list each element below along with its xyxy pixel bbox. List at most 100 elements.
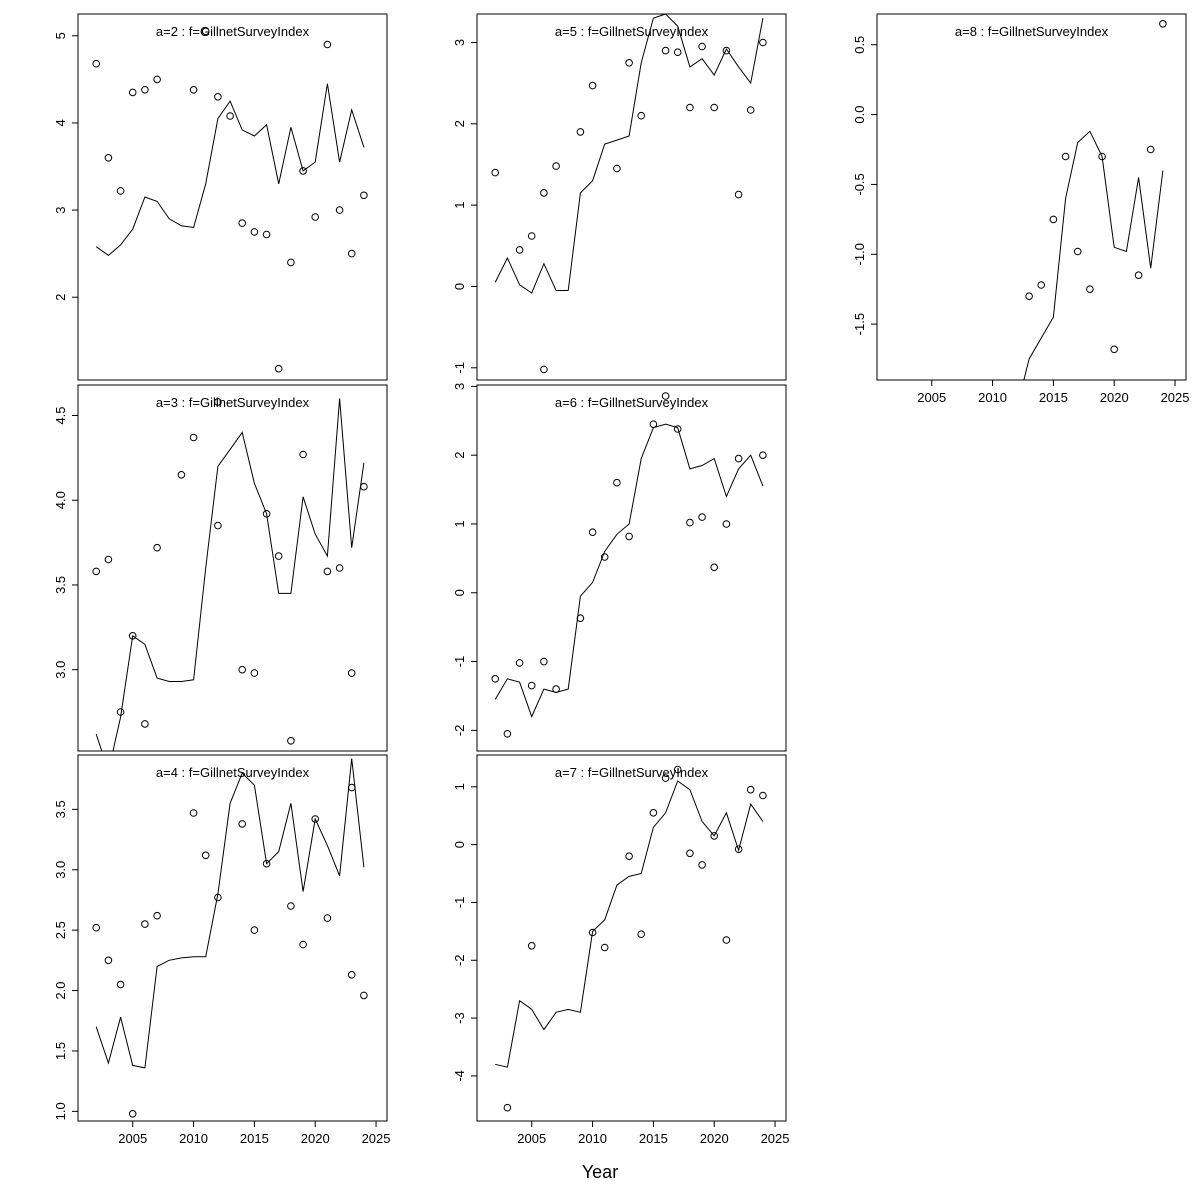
data-point [311, 815, 320, 823]
x-tick-label: 2015 [1039, 390, 1068, 405]
data-point [92, 59, 100, 68]
data-point [347, 669, 356, 677]
data-point [1025, 292, 1033, 301]
plot-border [77, 754, 388, 1122]
y-tick-label: 1 [452, 783, 467, 790]
data-point [153, 75, 161, 84]
data-point [214, 893, 222, 902]
data-point [686, 103, 694, 112]
panel-title: a=5 : f=GillnetSurveyIndex [555, 24, 709, 39]
plot-border [876, 13, 1187, 381]
data-point [92, 567, 100, 576]
data-point [250, 926, 259, 934]
data-point [613, 478, 621, 487]
data-point [588, 81, 597, 90]
data-point [250, 669, 259, 677]
y-tick-label: 2 [452, 120, 467, 127]
x-tick-label: 2025 [362, 1131, 391, 1146]
y-tick-label: -2 [452, 954, 467, 966]
data-point [722, 936, 731, 944]
data-point [503, 730, 512, 738]
data-point [347, 249, 356, 258]
x-tick-label: 2015 [639, 1131, 668, 1146]
data-point [299, 940, 307, 949]
y-tick-label: -1 [452, 362, 467, 374]
x-tick-label: 2005 [517, 1131, 546, 1146]
data-point [274, 552, 283, 560]
plot-border [476, 13, 787, 381]
data-point [673, 425, 682, 433]
data-point [214, 93, 222, 101]
y-tick-label: -4 [452, 1070, 467, 1082]
x-tick-label: 2010 [179, 1131, 208, 1146]
data-point [335, 564, 344, 572]
x-tick-label: 2010 [978, 390, 1007, 405]
y-tick-label: 3.5 [53, 800, 68, 818]
data-point [238, 219, 246, 227]
data-point [527, 942, 536, 950]
fit-line [494, 423, 764, 718]
panel-title: a=8 : f=GillnetSurveyIndex [955, 24, 1109, 39]
y-tick-label: -2 [452, 725, 467, 737]
data-point [214, 521, 222, 530]
data-point [214, 398, 222, 406]
data-point [734, 454, 743, 463]
data-point [661, 392, 670, 400]
data-point [360, 191, 368, 200]
y-tick-label: 2 [452, 452, 467, 459]
data-point [759, 451, 767, 459]
y-tick-label: 4.0 [53, 491, 68, 509]
data-point [552, 162, 560, 170]
data-point [686, 518, 694, 527]
data-point [576, 614, 585, 622]
data-point [128, 632, 137, 640]
panel-title: a=4 : f=GillnetSurveyIndex [156, 765, 310, 780]
plot-border [77, 13, 388, 381]
data-point [515, 659, 524, 667]
data-point [600, 943, 609, 952]
panel-a4: a=4 : f=GillnetSurveyIndex 1.0 1.5 2.0 2.5 3.… [53, 754, 391, 1146]
y-tick-label: 2.5 [53, 921, 68, 939]
data-point [710, 832, 719, 840]
y-tick-label: 3.5 [53, 576, 68, 594]
data-point [287, 258, 295, 267]
data-point [311, 213, 320, 221]
x-tick-label: 2005 [917, 390, 946, 405]
y-tick-label: 0 [452, 841, 467, 848]
y-tick-label: 1.5 [53, 1042, 68, 1060]
y-tick-label: 1.0 [53, 1102, 68, 1120]
data-point [274, 364, 283, 373]
panel-a2: a=2 : f=GillnetSurveyIndex 2 3 4 5 [53, 13, 388, 381]
data-point [552, 685, 560, 693]
data-point [347, 971, 356, 979]
y-tick-label: -1 [452, 656, 467, 668]
y-tick-label: -1.0 [852, 243, 867, 265]
data-point [759, 791, 767, 800]
data-point [625, 532, 633, 541]
data-point [128, 1110, 137, 1118]
data-point [588, 928, 597, 937]
x-tick-label: 2020 [301, 1131, 330, 1146]
data-point [323, 40, 332, 49]
x-axis-title: Year [581, 1162, 619, 1182]
data-point [116, 708, 125, 716]
data-point [637, 111, 645, 120]
panel-a5: a=5 : f=GillnetSurveyIndex -1 0 1 2 3 [452, 13, 787, 381]
data-point [613, 164, 621, 173]
plot-border [476, 754, 787, 1122]
data-point [746, 785, 755, 794]
data-point [262, 230, 271, 239]
y-tick-label: 3 [452, 39, 467, 46]
data-point [722, 46, 731, 55]
y-tick-label: 0 [452, 283, 467, 290]
data-point [491, 675, 499, 683]
panel-a7: a=7 : f=GillnetSurveyIndex -4 -3 -2 -1 0 1 2005… [452, 754, 790, 1146]
data-point [141, 720, 149, 728]
data-point [491, 168, 499, 177]
plot-border [476, 384, 787, 752]
fit-line [1023, 130, 1164, 380]
data-point [710, 563, 719, 572]
data-point [128, 88, 137, 97]
data-point [238, 665, 246, 674]
data-point [649, 420, 658, 429]
